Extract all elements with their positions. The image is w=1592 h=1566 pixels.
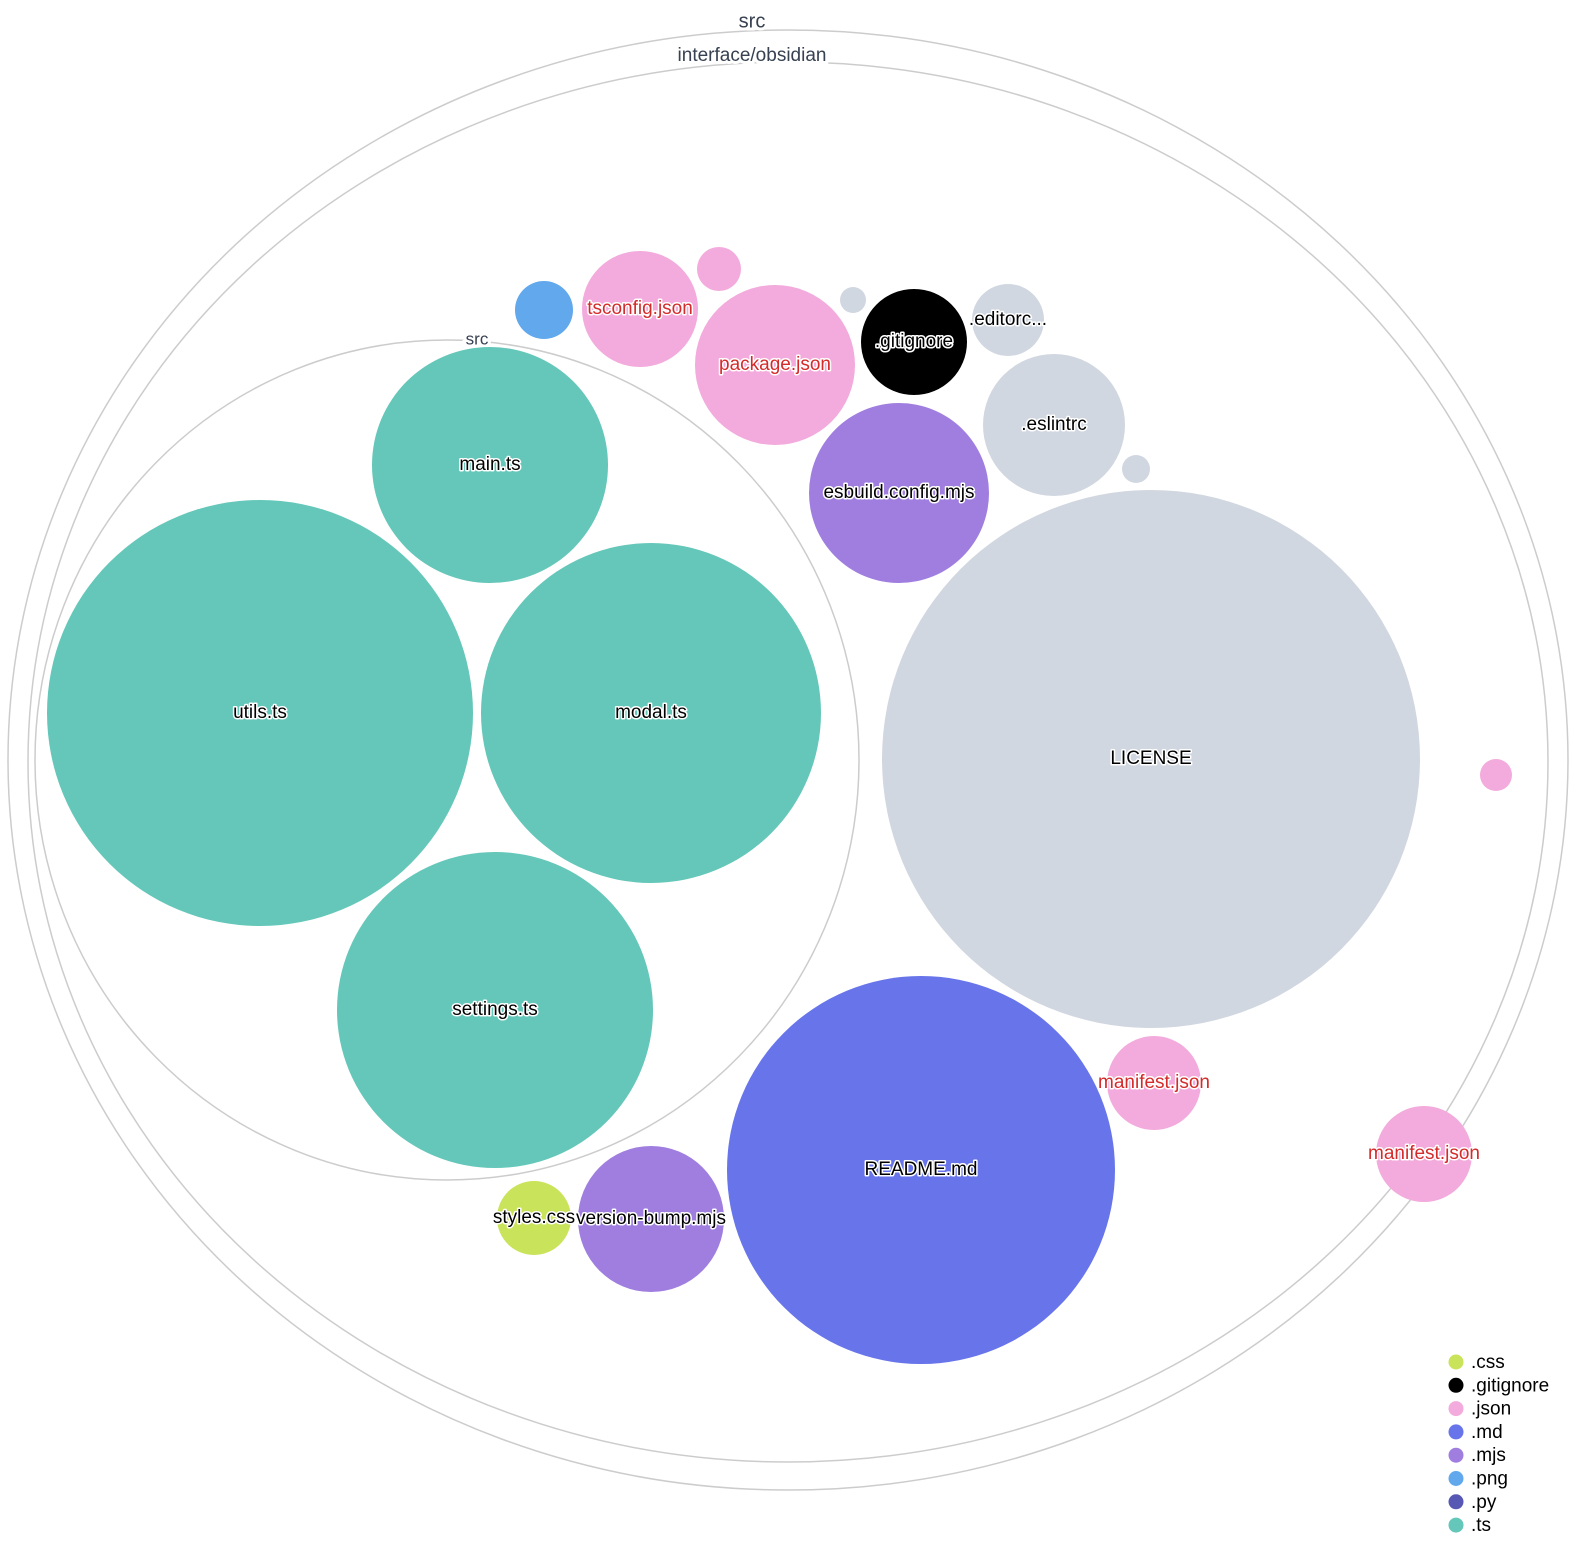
- file-eslintrc[interactable]: [983, 354, 1125, 496]
- legend-swatch: [1448, 1354, 1464, 1370]
- legend-label: .gitignore: [1471, 1375, 1549, 1396]
- folder-label: interface/obsidian: [678, 45, 827, 66]
- file-other-small1[interactable]: [840, 287, 866, 313]
- file-label: styles.css: [493, 1207, 575, 1228]
- file-editorconfig[interactable]: [972, 284, 1044, 356]
- file-label: version-bump.mjs: [576, 1208, 726, 1229]
- file-label: utils.ts: [233, 702, 287, 723]
- file-label: README.md: [865, 1159, 978, 1180]
- legend-swatch: [1448, 1401, 1464, 1417]
- file-label: settings.ts: [452, 999, 538, 1020]
- file-styles[interactable]: [497, 1181, 571, 1255]
- file-label: .editorc...: [969, 309, 1047, 330]
- folder-inner-src[interactable]: [34, 339, 860, 1181]
- legend-label: .ts: [1471, 1515, 1491, 1536]
- legend-swatch: [1448, 1447, 1464, 1463]
- file-main[interactable]: [372, 347, 608, 583]
- file-png1[interactable]: [515, 281, 573, 339]
- folder-label: src: [466, 329, 489, 348]
- file-label: main.ts: [459, 454, 520, 475]
- legend-label: .css: [1471, 1352, 1505, 1373]
- legend-label: .png: [1471, 1469, 1508, 1490]
- legend-swatch: [1448, 1424, 1464, 1440]
- legend-swatch: [1448, 1377, 1464, 1393]
- folder-label: src: [739, 10, 766, 32]
- file-label: tsconfig.json: [587, 298, 693, 319]
- file-package[interactable]: [695, 285, 855, 445]
- legend-label: .md: [1471, 1422, 1503, 1443]
- legend-swatch: [1448, 1471, 1464, 1486]
- file-label: modal.ts: [615, 702, 687, 723]
- file-versionbump[interactable]: [578, 1146, 724, 1292]
- file-label: manifest.json: [1098, 1072, 1210, 1093]
- file-json-small1[interactable]: [697, 247, 741, 291]
- file-gitignore[interactable]: [861, 289, 967, 395]
- file-other-small2[interactable]: [1122, 455, 1150, 483]
- file-tsconfig[interactable]: [582, 251, 698, 367]
- legend-label: .mjs: [1471, 1445, 1506, 1466]
- file-esbuild[interactable]: [809, 403, 989, 583]
- file-settings[interactable]: [337, 852, 653, 1168]
- file-label: manifest.json: [1368, 1143, 1480, 1164]
- file-manifest1[interactable]: [1107, 1036, 1201, 1130]
- file-label: .gitignore: [875, 331, 953, 352]
- file-json-small2[interactable]: [1480, 759, 1512, 791]
- legend-label: .py: [1471, 1492, 1497, 1513]
- file-label: esbuild.config.mjs: [823, 482, 974, 503]
- folder-obsidian[interactable]: [27, 61, 1549, 1463]
- file-readme[interactable]: [727, 976, 1115, 1364]
- file-utils[interactable]: [47, 500, 473, 926]
- legend-label: .json: [1471, 1399, 1511, 1420]
- legend-swatch: [1448, 1517, 1464, 1533]
- file-label: .eslintrc: [1021, 414, 1086, 435]
- file-label: package.json: [719, 354, 831, 375]
- file-label: LICENSE: [1110, 748, 1191, 769]
- file-modal[interactable]: [481, 543, 821, 883]
- file-license[interactable]: [882, 490, 1420, 1028]
- file-manifest2[interactable]: [1376, 1106, 1472, 1202]
- folder-root[interactable]: [7, 29, 1569, 1491]
- legend-swatch: [1448, 1494, 1464, 1510]
